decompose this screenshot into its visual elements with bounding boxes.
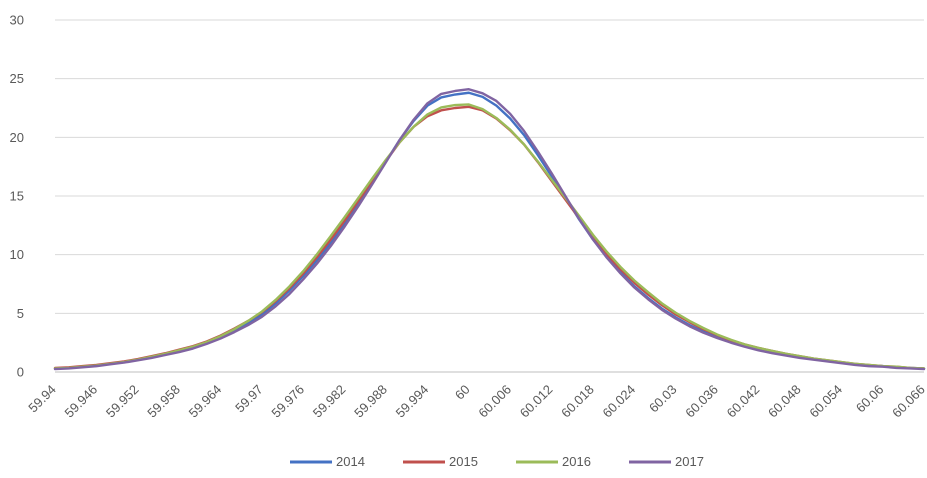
legend-label: 2015	[449, 454, 478, 469]
y-tick-label: 30	[10, 13, 24, 28]
legend-label: 2017	[675, 454, 704, 469]
series-lines	[53, 88, 926, 371]
x-tick-label: 59.958	[144, 382, 183, 421]
x-tick-label: 59.952	[103, 382, 142, 421]
x-axis-tick-labels: 59.94 59.946 59.952 59.958 59.964 59.97 59.976…	[25, 382, 927, 421]
x-tick-label: 60.048	[765, 382, 804, 421]
y-tick-label: 20	[10, 130, 24, 145]
x-tick-label: 60.012	[517, 382, 556, 421]
y-tick-label: 5	[17, 306, 24, 321]
y-tick-label: 25	[10, 71, 24, 86]
x-tick-label: 59.94	[25, 382, 59, 416]
x-tick-label: 60.018	[558, 382, 597, 421]
series-line-2017	[53, 88, 926, 371]
series-line-2014	[53, 91, 926, 370]
y-tick-label: 15	[10, 189, 24, 204]
x-tick-label: 60.03	[646, 382, 680, 416]
x-tick-label: 60.06	[853, 382, 887, 416]
x-tick-label: 60.066	[889, 382, 927, 421]
x-tick-label: 59.994	[393, 382, 432, 421]
y-axis-tick-labels: 0 5 10 15 20 25 30	[10, 13, 24, 380]
legend-label: 2014	[336, 454, 365, 469]
x-tick-label: 59.946	[62, 382, 101, 421]
x-tick-label: 60.024	[599, 382, 638, 421]
legend: 2014 2015 2016 2017	[290, 454, 704, 469]
x-tick-label: 60.006	[475, 382, 514, 421]
x-tick-label: 59.964	[186, 382, 225, 421]
series-line-2015	[53, 105, 926, 370]
x-tick-label: 60	[452, 382, 473, 403]
x-tick-label: 59.97	[232, 382, 266, 416]
x-tick-label: 59.982	[310, 382, 349, 421]
x-tick-label: 60.036	[682, 382, 721, 421]
x-tick-label: 59.976	[268, 382, 307, 421]
gridlines	[55, 19, 924, 314]
legend-label: 2016	[562, 454, 591, 469]
x-tick-label: 60.054	[806, 382, 845, 421]
y-tick-label: 10	[10, 247, 24, 262]
y-tick-label: 0	[17, 365, 24, 380]
x-tick-label: 59.988	[351, 382, 390, 421]
series-line-2016	[53, 103, 926, 370]
x-tick-label: 60.042	[724, 382, 763, 421]
